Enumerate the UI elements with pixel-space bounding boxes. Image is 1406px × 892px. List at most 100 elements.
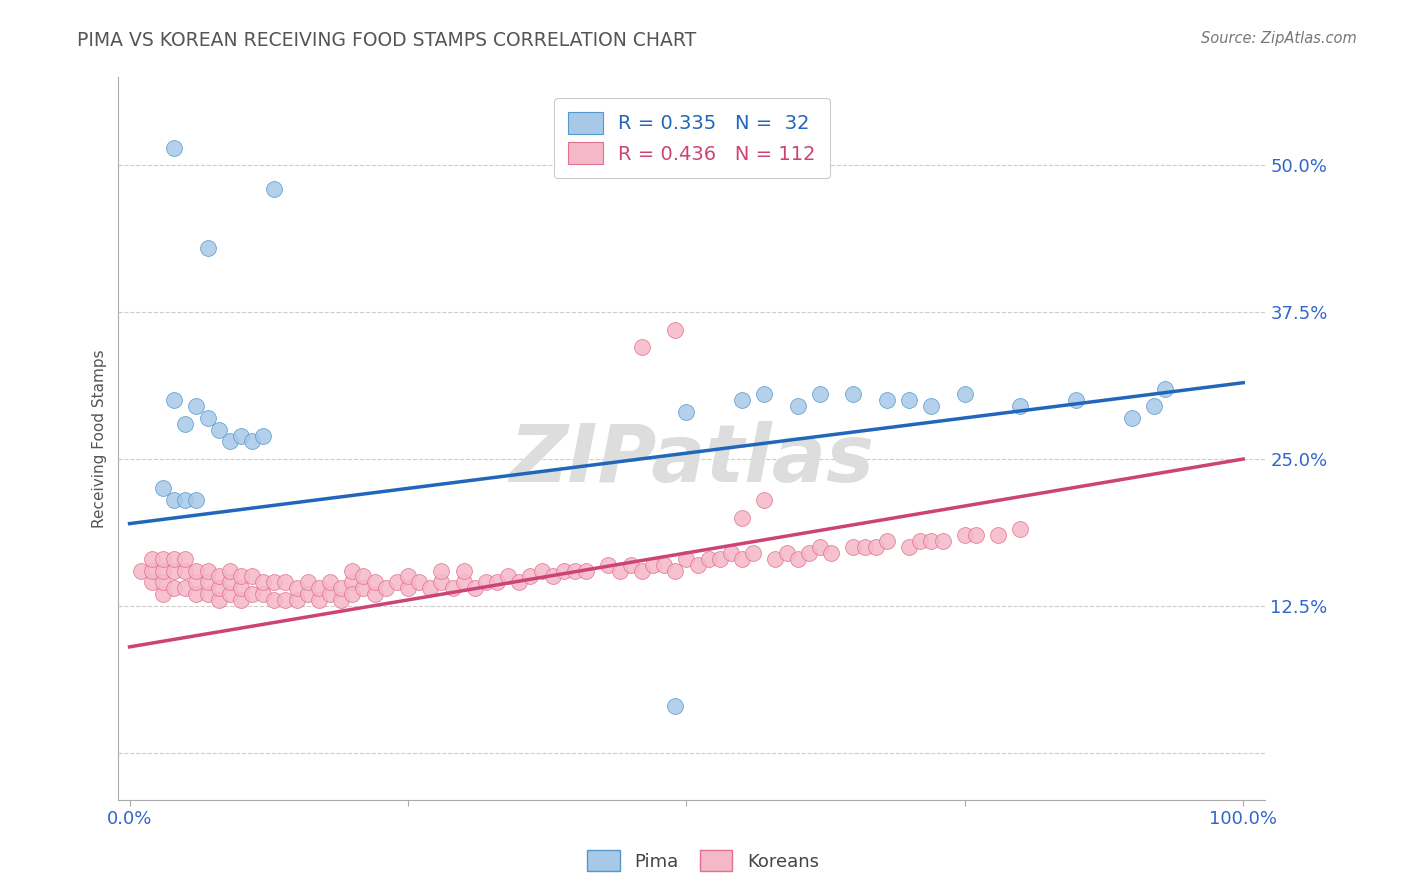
Point [876, 534, 898, 549]
Point [731, 510, 754, 524]
Point [218, 564, 240, 578]
Point [342, 575, 364, 590]
Point [686, 558, 709, 572]
Point [197, 564, 219, 578]
Point [853, 540, 876, 554]
Point [186, 587, 208, 601]
Point [876, 393, 898, 408]
Point [163, 581, 186, 595]
Point [330, 581, 353, 595]
Point [208, 581, 231, 595]
Point [419, 581, 441, 595]
Point [953, 387, 976, 401]
Point [240, 587, 263, 601]
Point [274, 575, 297, 590]
Point [252, 587, 274, 601]
Point [631, 341, 654, 355]
Point [697, 551, 720, 566]
Point [664, 564, 686, 578]
Point [598, 558, 620, 572]
Point [786, 399, 808, 413]
Point [352, 569, 374, 583]
Point [797, 546, 820, 560]
Point [920, 399, 942, 413]
Point [152, 587, 174, 601]
Point [163, 493, 186, 508]
Point [742, 546, 765, 560]
Legend: R = 0.335   N =  32, R = 0.436   N = 112: R = 0.335 N = 32, R = 0.436 N = 112 [554, 98, 830, 178]
Point [464, 581, 486, 595]
Point [197, 411, 219, 425]
Point [229, 569, 252, 583]
Point [186, 564, 208, 578]
Point [641, 558, 664, 572]
Point [186, 575, 208, 590]
Point [218, 434, 240, 449]
Point [197, 587, 219, 601]
Point [898, 540, 921, 554]
Point [396, 581, 419, 595]
Point [174, 417, 197, 431]
Point [252, 575, 274, 590]
Point [754, 493, 776, 508]
Point [898, 393, 921, 408]
Point [842, 387, 865, 401]
Point [218, 587, 240, 601]
Point [363, 587, 385, 601]
Point [675, 405, 697, 419]
Point [631, 564, 654, 578]
Point [808, 540, 831, 554]
Point [731, 393, 754, 408]
Point [530, 564, 553, 578]
Point [987, 528, 1010, 542]
Point [163, 564, 186, 578]
Point [430, 564, 453, 578]
Point [285, 581, 308, 595]
Point [229, 428, 252, 442]
Point [765, 551, 787, 566]
Point [285, 593, 308, 607]
Point [664, 698, 686, 713]
Point [541, 569, 564, 583]
Point [152, 482, 174, 496]
Point [786, 551, 808, 566]
Point [620, 558, 643, 572]
Point [263, 593, 285, 607]
Point [297, 575, 319, 590]
Point [352, 581, 374, 595]
Point [319, 587, 342, 601]
Point [308, 581, 330, 595]
Point [453, 564, 475, 578]
Point [754, 387, 776, 401]
Point [496, 569, 519, 583]
Point [1010, 399, 1032, 413]
Point [174, 581, 197, 595]
Point [385, 575, 408, 590]
Point [441, 581, 464, 595]
Point [330, 593, 353, 607]
Point [240, 434, 263, 449]
Text: PIMA VS KOREAN RECEIVING FOOD STAMPS CORRELATION CHART: PIMA VS KOREAN RECEIVING FOOD STAMPS COR… [77, 31, 696, 50]
Point [319, 575, 342, 590]
Point [575, 564, 598, 578]
Point [675, 551, 697, 566]
Point [664, 323, 686, 337]
Point [197, 241, 219, 255]
Point [731, 551, 754, 566]
Y-axis label: Receiving Food Stamps: Receiving Food Stamps [93, 349, 107, 528]
Legend: Pima, Koreans: Pima, Koreans [579, 843, 827, 879]
Point [475, 575, 498, 590]
Point [363, 575, 385, 590]
Point [186, 493, 208, 508]
Point [342, 587, 364, 601]
Point [508, 575, 530, 590]
Point [174, 551, 197, 566]
Point [186, 399, 208, 413]
Point [152, 575, 174, 590]
Point [920, 534, 942, 549]
Point [953, 528, 976, 542]
Point [408, 575, 430, 590]
Point [652, 558, 675, 572]
Point [274, 593, 297, 607]
Point [308, 593, 330, 607]
